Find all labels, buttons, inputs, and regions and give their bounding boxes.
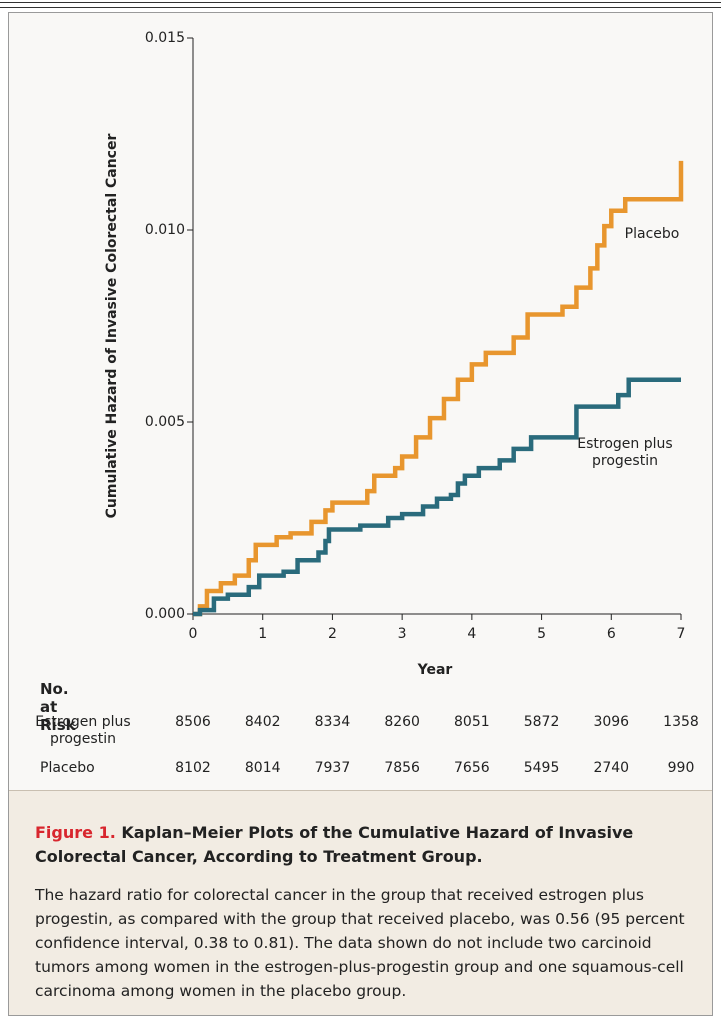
risk-count: 7937 xyxy=(314,760,351,776)
risk-count: 990 xyxy=(667,760,695,776)
risk-row-label: Placebo xyxy=(40,760,95,776)
x-axis-title: Year xyxy=(417,662,453,678)
risk-count: 1358 xyxy=(663,714,699,730)
series-label: Estrogen plus progestin xyxy=(577,436,673,469)
caption: Figure 1. Kaplan–Meier Plots of the Cumu… xyxy=(9,790,712,1015)
x-tick-label: 5 xyxy=(537,626,546,642)
risk-count: 8102 xyxy=(175,760,211,776)
risk-count: 8334 xyxy=(314,714,351,730)
top-rule xyxy=(0,7,721,8)
x-tick-label: 3 xyxy=(398,626,407,642)
x-tick-label: 4 xyxy=(467,626,476,642)
risk-count: 3096 xyxy=(593,714,630,730)
series-label: Placebo xyxy=(624,226,680,242)
risk-count: 5872 xyxy=(523,714,560,730)
x-tick-label: 1 xyxy=(258,626,267,642)
step-line xyxy=(193,377,681,617)
caption-title: Figure 1. Kaplan–Meier Plots of the Cumu… xyxy=(35,821,695,869)
risk-count: 7856 xyxy=(384,760,420,776)
y-tick-label: 0.010 xyxy=(145,222,185,238)
figure-label: Figure 1. xyxy=(35,823,116,842)
x-tick-label: 6 xyxy=(607,626,616,642)
y-axis-title: Cumulative Hazard of Invasive Colorectal… xyxy=(104,134,120,519)
risk-count: 8506 xyxy=(175,714,211,730)
risk-count: 8051 xyxy=(454,714,490,730)
risk-count: 5495 xyxy=(523,760,560,776)
risk-count: 7656 xyxy=(454,760,490,776)
top-rule xyxy=(0,2,721,3)
caption-heading: Kaplan–Meier Plots of the Cumulative Haz… xyxy=(35,823,634,866)
y-tick-label: 0.000 xyxy=(145,606,185,622)
y-tick-label: 0.015 xyxy=(145,30,185,46)
x-tick-label: 2 xyxy=(328,626,337,642)
risk-count: 2740 xyxy=(593,760,630,776)
risk-table-title: No. at Risk xyxy=(40,680,76,734)
chart: Year Cumulative Hazard of Invasive Color… xyxy=(104,30,686,678)
risk-row-label: Estrogen plus progestin xyxy=(35,714,131,747)
x-tick-label: 7 xyxy=(677,626,686,642)
caption-body: The hazard ratio for colorectal cancer i… xyxy=(35,886,685,1000)
risk-count: 8014 xyxy=(244,760,281,776)
step-line xyxy=(193,160,684,617)
x-tick-label: 0 xyxy=(189,626,198,642)
risk-count: 8402 xyxy=(244,714,281,730)
y-tick-label: 0.005 xyxy=(145,414,185,430)
risk-count: 8260 xyxy=(384,714,420,730)
